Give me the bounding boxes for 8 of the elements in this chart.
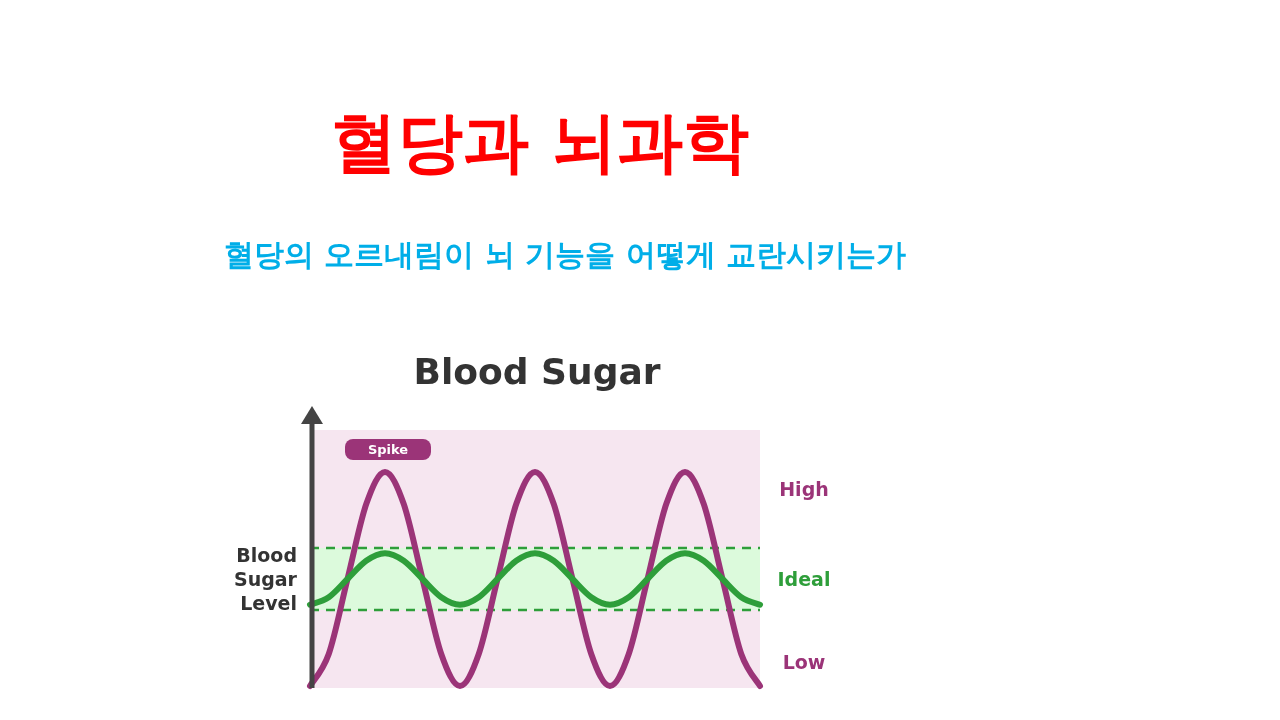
spike-label: Spike bbox=[345, 439, 431, 460]
chart-title: 혈당과 뇌과학 bbox=[330, 104, 750, 181]
text: Low bbox=[782, 651, 826, 673]
y-axis-title: Blood Sugar Level bbox=[233, 544, 298, 614]
band-label: Ideal bbox=[777, 568, 831, 590]
chart-subtitle: 혈당의 오르내림이 뇌 기능을 어떻게 교란시키는가 bbox=[223, 237, 907, 272]
text: High bbox=[779, 478, 829, 500]
text: Blood Sugar bbox=[413, 351, 661, 392]
